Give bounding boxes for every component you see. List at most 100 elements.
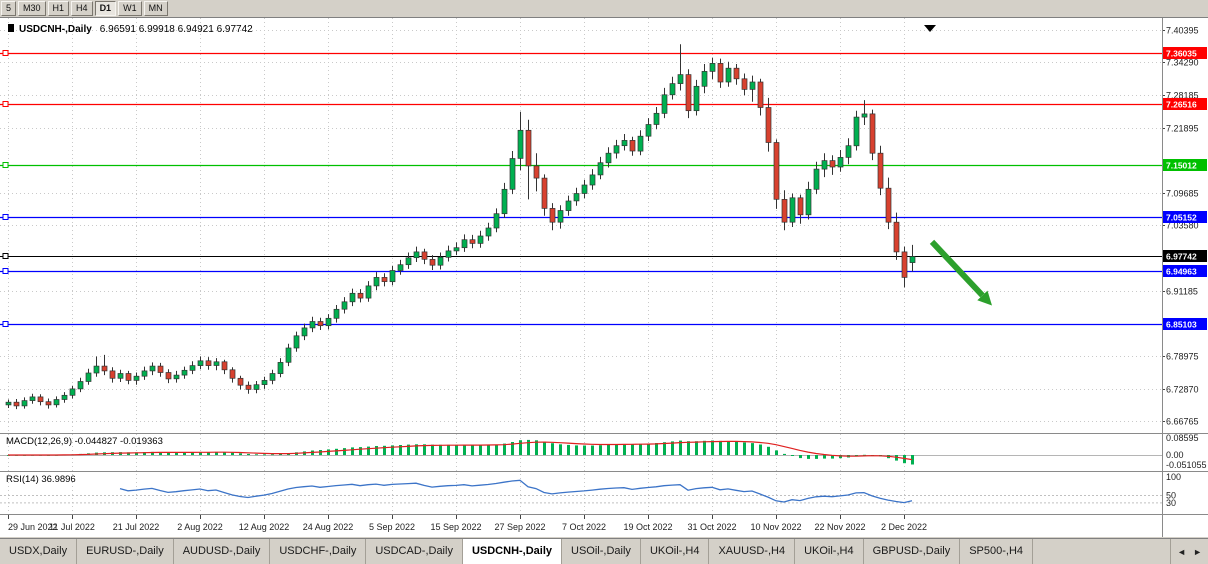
timeframe-button-H1[interactable]: H1	[47, 1, 70, 16]
candle-down	[37, 396, 44, 403]
candle-up	[589, 174, 596, 186]
line-handle[interactable]	[2, 162, 9, 168]
line-handle[interactable]	[2, 321, 9, 327]
chart-tab[interactable]: USDX,Daily	[0, 539, 78, 564]
date-label: 27 Sep 2022	[494, 522, 545, 532]
chart-tab[interactable]: XAUUSD-,H4	[709, 539, 796, 564]
candle-up	[725, 67, 732, 83]
macd-histogram-bar	[759, 444, 762, 455]
line-handle[interactable]	[2, 50, 9, 56]
candle-down	[525, 129, 532, 167]
chart-tab[interactable]: GBPUSD-,Daily	[864, 539, 961, 564]
macd-histogram-bar	[543, 441, 546, 455]
candle-up	[821, 160, 828, 170]
macd-histogram-bar	[527, 439, 530, 455]
candle-up	[5, 401, 12, 406]
date-label: 5 Sep 2022	[369, 522, 415, 532]
timeframe-button-MN[interactable]: MN	[143, 1, 168, 16]
chart-shift-marker[interactable]	[924, 25, 936, 32]
macd-histogram-bar	[263, 454, 266, 456]
chart-tab[interactable]: USOil-,Daily	[562, 539, 641, 564]
macd-histogram-bar	[727, 441, 730, 455]
price-badge	[1163, 318, 1207, 330]
candle-up	[117, 373, 124, 379]
macd-histogram-bar	[495, 444, 498, 455]
candle-up	[269, 373, 276, 381]
candle-up	[853, 116, 860, 147]
timeframe-button-5[interactable]: 5	[1, 1, 17, 16]
chart-tab[interactable]: UKOil-,H4	[641, 539, 710, 564]
line-handle[interactable]	[2, 253, 9, 259]
macd-histogram-bar	[575, 445, 578, 455]
tab-scroll-right-icon[interactable]: ►	[1193, 546, 1202, 557]
candle-up	[677, 74, 684, 84]
chart-ohlc-values: 6.96591 6.99918 6.94921 6.97742	[100, 24, 253, 35]
timeframe-button-W1[interactable]: W1	[118, 1, 142, 16]
price-badge	[1163, 159, 1207, 171]
macd-histogram-bar	[511, 442, 514, 455]
price-scale-label: 6.91185	[1166, 287, 1198, 297]
candle-up	[861, 113, 868, 118]
candle-up	[285, 347, 292, 363]
chart-tab[interactable]: SP500-,H4	[960, 539, 1034, 564]
candle-up	[261, 380, 268, 385]
date-label: 24 Aug 2022	[303, 522, 354, 532]
candle-up	[509, 158, 516, 190]
candle-up	[349, 292, 356, 303]
price-scale-label: 7.28185	[1166, 91, 1199, 101]
line-handle[interactable]	[2, 214, 9, 220]
macd-histogram-bar	[231, 452, 234, 455]
candle-down	[533, 165, 540, 179]
candle-up	[517, 129, 524, 159]
timeframe-button-D1[interactable]: D1	[94, 1, 117, 16]
timeframe-buttons: 5 M30 H1 H4 D1 W1 MN	[1, 1, 170, 16]
date-label: 15 Sep 2022	[430, 522, 481, 532]
candle-up	[453, 247, 460, 252]
candle-up	[477, 235, 484, 244]
chart-tab[interactable]: UKOil-,H4	[795, 539, 864, 564]
candle-down	[629, 140, 636, 152]
chart-tab[interactable]: USDCHF-,Daily	[270, 539, 367, 564]
trend-arrow[interactable]	[929, 239, 985, 298]
candle-up	[293, 335, 300, 349]
candle-up	[645, 124, 652, 137]
candle-down	[893, 221, 900, 253]
macd-histogram-bar	[535, 440, 538, 455]
macd-histogram-bar	[903, 455, 906, 464]
price-badge-label: 7.05152	[1166, 213, 1197, 223]
macd-histogram-bar	[599, 445, 602, 455]
chart-tab-active[interactable]: USDCNH-,Daily	[462, 539, 563, 564]
macd-histogram-bar	[175, 452, 178, 455]
price-scale-label: 7.40395	[1166, 26, 1199, 36]
chart-icon	[8, 24, 14, 32]
macd-histogram-bar	[431, 444, 434, 455]
timeframe-button-M30[interactable]: M30	[18, 1, 46, 16]
candle-up	[789, 197, 796, 223]
chart-tab[interactable]: EURUSD-,Daily	[77, 539, 174, 564]
line-handle[interactable]	[2, 101, 9, 107]
candle-up	[669, 83, 676, 96]
rsi-line	[119, 479, 913, 504]
macd-histogram-bar	[863, 454, 866, 456]
macd-histogram-bar	[375, 446, 378, 455]
macd-histogram-bar	[447, 444, 450, 455]
macd-histogram-bar	[647, 443, 650, 455]
macd-histogram-bar	[783, 453, 786, 455]
candle-down	[541, 177, 548, 209]
candle-up	[461, 239, 468, 249]
trend-arrow-head[interactable]	[977, 290, 992, 306]
chart-tab[interactable]: USDCAD-,Daily	[366, 539, 463, 564]
tab-scroll-left-icon[interactable]: ◄	[1177, 546, 1187, 557]
price-badge	[1163, 98, 1207, 110]
candle-up	[141, 370, 148, 377]
macd-histogram-bar	[391, 445, 394, 455]
tab-scroll-arrows: ◄ ►	[1170, 539, 1208, 564]
macd-histogram-bar	[519, 440, 522, 455]
candle-down	[685, 74, 692, 112]
line-handle[interactable]	[2, 268, 9, 274]
price-scale-label: 7.03580	[1166, 221, 1199, 231]
macd-histogram-bar	[415, 444, 418, 455]
chart-tab[interactable]: AUDUSD-,Daily	[174, 539, 271, 564]
timeframe-button-H4[interactable]: H4	[71, 1, 93, 16]
